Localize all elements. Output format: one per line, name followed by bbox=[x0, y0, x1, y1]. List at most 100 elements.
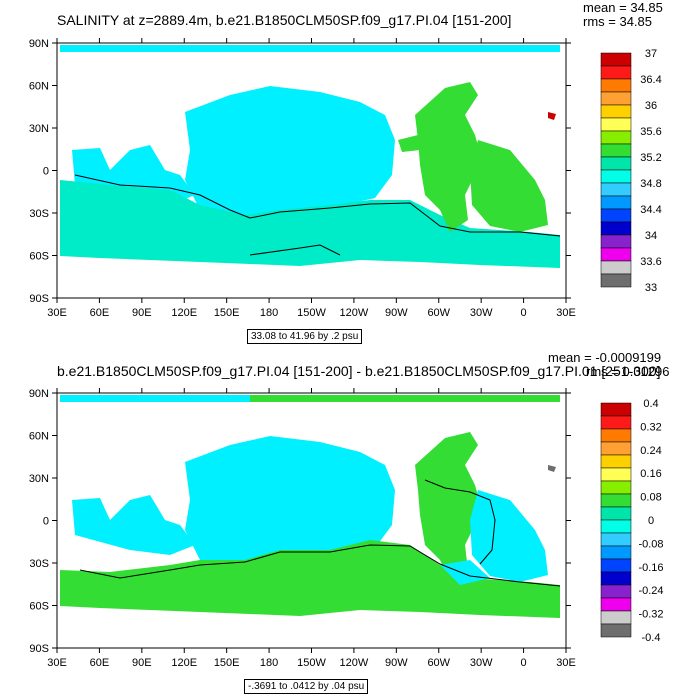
lon-label: 120W bbox=[340, 657, 369, 669]
ocean-region bbox=[185, 86, 395, 225]
colorbar-swatch bbox=[600, 610, 632, 625]
ocean-field bbox=[60, 45, 560, 268]
lat-label: 60S bbox=[29, 251, 49, 263]
colorbar-swatch bbox=[600, 182, 632, 197]
ocean-region bbox=[60, 180, 560, 268]
colorbar-label: 36.4 bbox=[640, 74, 661, 86]
latitude-labels: 90N 60N 30N 0 30S 60S 90S bbox=[29, 38, 49, 305]
colorbar-label: -0.4 bbox=[642, 632, 661, 644]
lat-label: 60N bbox=[29, 81, 49, 93]
ocean-region bbox=[470, 490, 548, 582]
lon-label: 30E bbox=[556, 307, 576, 319]
colorbar-swatch bbox=[600, 623, 632, 638]
lon-label: 0 bbox=[521, 307, 527, 319]
colorbar-swatch bbox=[600, 52, 632, 67]
colorbar-label: 34.4 bbox=[640, 204, 661, 216]
ocean-region bbox=[548, 465, 556, 472]
lat-label: 30N bbox=[29, 123, 49, 135]
lon-label: 180 bbox=[260, 307, 278, 319]
colorbar-swatch bbox=[600, 273, 632, 288]
colorbar-label: 35.6 bbox=[640, 126, 661, 138]
colorbar-swatch bbox=[600, 571, 632, 586]
colorbar-swatch bbox=[600, 493, 632, 508]
colorbar-swatch bbox=[600, 78, 632, 93]
colorbar-label: 33 bbox=[645, 282, 657, 294]
contour-line bbox=[74, 174, 561, 237]
colorbar-swatch bbox=[600, 441, 632, 456]
lon-label: 120E bbox=[171, 657, 197, 669]
tick-marks bbox=[52, 38, 571, 303]
mean-value: mean = 34.85 bbox=[583, 0, 663, 15]
lon-label: 150W bbox=[297, 657, 326, 669]
colorbar-label: -0.16 bbox=[638, 562, 663, 574]
colorbar-swatch bbox=[600, 208, 632, 223]
lat-label: 90S bbox=[29, 293, 49, 305]
lon-label: 60E bbox=[90, 657, 110, 669]
lat-label: 60N bbox=[29, 431, 49, 443]
ocean-region bbox=[60, 395, 250, 402]
ocean-region bbox=[415, 82, 482, 232]
colorbar-label: 33.6 bbox=[640, 256, 661, 268]
colorbar-swatch bbox=[600, 597, 632, 612]
lon-label: 60W bbox=[427, 657, 450, 669]
colorbar-label: 0.4 bbox=[643, 398, 658, 410]
colorbar: 37 36.4 36 35.6 35.2 34.8 34.4 34 33.6 33 bbox=[600, 48, 662, 294]
colorbar-label: 37 bbox=[645, 48, 657, 60]
colorbar-swatch bbox=[600, 91, 632, 106]
ocean-region bbox=[440, 560, 490, 585]
longitude-labels: 30E 60E 90E 120E 150E 180 150W 120W 90W 60W 30W 0 30… bbox=[47, 657, 576, 669]
panel-title: b.e21.B1850CLM50SP.f09_g17.PI.04 [151-20… bbox=[57, 363, 661, 379]
mean-value: mean = -0.0009199 bbox=[548, 350, 662, 365]
lat-label: 0 bbox=[43, 516, 49, 528]
lon-label: 180 bbox=[260, 657, 278, 669]
latitude-labels: 90N 60N 30N 0 30S 60S 90S bbox=[29, 388, 49, 655]
ocean-region bbox=[470, 140, 548, 232]
ocean-region bbox=[60, 45, 250, 52]
colorbar: 0.4 0.32 0.24 0.16 0.08 0 -0.08 -0.16 -0.24 -0.32… bbox=[600, 398, 664, 644]
colorbar-swatch bbox=[600, 467, 632, 482]
colorbar-label: 34 bbox=[645, 230, 657, 242]
lon-label: 90E bbox=[132, 657, 152, 669]
contour-line bbox=[424, 479, 496, 565]
lon-label: 0 bbox=[521, 657, 527, 669]
colorbar-label: 0.24 bbox=[640, 445, 661, 457]
ocean-region bbox=[415, 432, 482, 582]
colorbar-swatch bbox=[600, 454, 632, 469]
colorbar-swatch bbox=[600, 558, 632, 573]
ocean-region bbox=[250, 45, 560, 52]
colorbar-label: -0.24 bbox=[638, 585, 663, 597]
colorbar-swatch bbox=[600, 506, 632, 521]
colorbar-swatch bbox=[600, 584, 632, 599]
colorbar-label: 0 bbox=[648, 515, 654, 527]
longitude-labels: 30E 60E 90E 120E 150E 180 150W 120W 90W 60W 30W 0 30… bbox=[47, 307, 576, 319]
salinity-panel: SALINITY at z=2889.4m, b.e21.B1850CLM50S… bbox=[29, 0, 663, 344]
ocean-region bbox=[548, 112, 556, 120]
colorbar-swatch bbox=[600, 532, 632, 547]
lat-label: 30S bbox=[29, 558, 49, 570]
colorbar-swatch bbox=[600, 545, 632, 560]
ocean-region bbox=[250, 395, 560, 402]
contour-line bbox=[249, 244, 341, 256]
difference-panel: b.e21.B1850CLM50SP.f09_g17.PI.04 [151-20… bbox=[0, 350, 700, 700]
ocean-region bbox=[185, 436, 395, 575]
colorbar-swatch bbox=[600, 117, 632, 132]
colorbar-label: -0.08 bbox=[638, 538, 663, 550]
lon-label: 150E bbox=[214, 657, 240, 669]
contour-info: 33.08 to 41.96 by .2 psu bbox=[247, 329, 363, 344]
rms-value: rms = 34.85 bbox=[583, 14, 653, 29]
colorbar-swatch bbox=[600, 519, 632, 534]
lon-label: 30E bbox=[47, 657, 67, 669]
map-plot: 90N 60N 30N 0 30S 60S 90S 30E 60E 90E 120E 150E 180… bbox=[29, 388, 664, 669]
colorbar-swatch bbox=[600, 402, 632, 417]
lon-label: 120E bbox=[171, 307, 197, 319]
colorbar-swatch bbox=[600, 143, 632, 158]
lon-label: 90W bbox=[385, 307, 408, 319]
lat-label: 0 bbox=[43, 166, 49, 178]
colorbar-label: 36 bbox=[645, 100, 657, 112]
lat-label: 60S bbox=[29, 601, 49, 613]
lon-label: 90E bbox=[132, 307, 152, 319]
ocean-region bbox=[60, 540, 560, 618]
contour-line bbox=[79, 544, 561, 587]
colorbar-swatch bbox=[600, 221, 632, 236]
lat-label: 90S bbox=[29, 643, 49, 655]
